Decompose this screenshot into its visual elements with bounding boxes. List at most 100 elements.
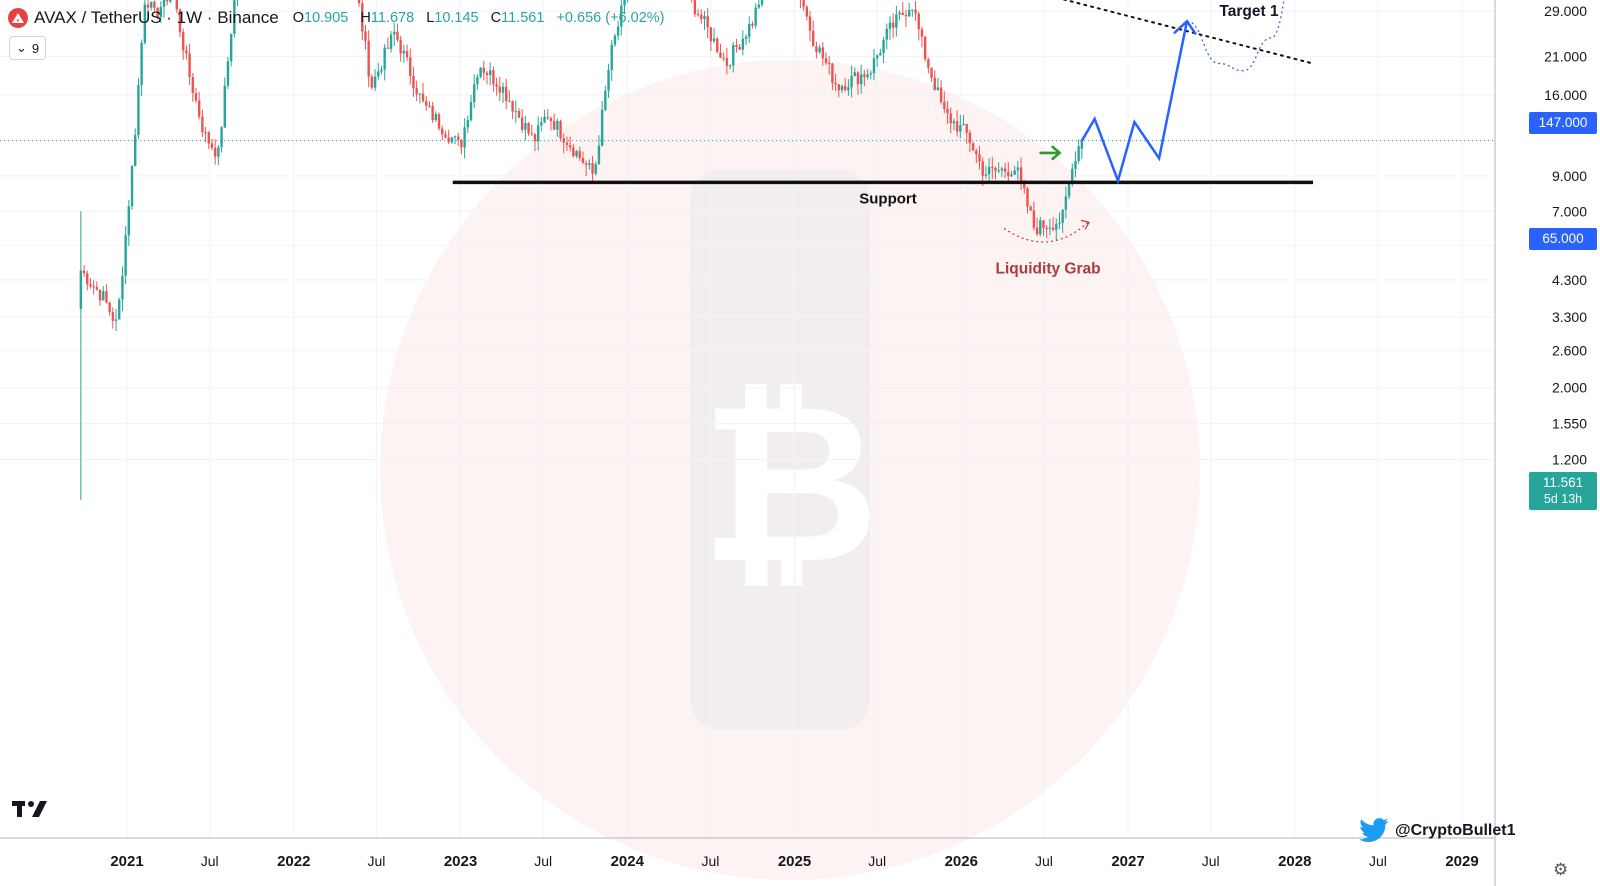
candle-body [166,0,169,2]
open-value: 10.905 [304,10,349,26]
candle-body [207,132,210,144]
candle-body [533,134,537,142]
candle-body [233,0,236,34]
candle-body [616,26,620,36]
candles [79,0,1084,501]
candle-body [204,132,207,134]
candle-body [412,75,415,89]
candle-body [882,39,885,53]
candle-body [949,113,952,124]
tradingview-logo-icon[interactable] [12,798,48,825]
candle-body [377,71,380,77]
candle-body [1048,227,1052,229]
time-tick-label: Jul [868,853,886,869]
candle-body [536,125,540,142]
time-tick-label: 2021 [110,853,143,870]
candle-body [907,10,911,17]
candle-body [754,7,757,26]
candle-body [453,136,457,138]
settings-gear-icon[interactable]: ⚙ [1553,860,1569,879]
candle-body [885,28,888,40]
candle-body [434,114,438,121]
price-axis[interactable]: 260.000200.000110.00085.00049.00037.0002… [1494,0,1587,886]
candle-body [805,6,809,17]
candle-body [98,289,102,301]
time-tick-label: Jul [1369,853,1387,869]
low-value: 10.145 [434,10,479,26]
candle-body [968,132,972,144]
indicator-count: 9 [31,40,40,56]
candle-body [469,102,473,121]
indicators-toggle-button[interactable]: ⌄ 9 [9,36,47,60]
candle-body [530,133,533,135]
candle-body [1042,220,1045,229]
candle-body [441,128,444,135]
time-axis[interactable]: 2021 Jul 2022 Jul 2023 Jul 2024 Jul 2025 Jul 2026 J… [0,837,1495,870]
candle-body [1035,227,1039,235]
time-tick-label: Jul [1035,853,1053,869]
candle-body [102,291,105,301]
liquidity-grab-arc [1003,221,1089,243]
price-tick-label: 7.000 [1552,203,1587,219]
candle-body [981,161,984,176]
price-tick-label: 29.000 [1544,3,1587,19]
drawings: ResistanceSupportMain TargetTarget 2Targ… [0,0,1495,277]
candle-body [984,174,988,176]
author-watermark: @CryptoBullet1 [1358,818,1516,844]
candle-body [514,111,517,113]
candle-body [124,235,127,276]
candle-body [118,299,121,320]
candle-body [562,138,565,143]
candle-body [588,163,591,165]
candle-body [843,85,847,91]
candle-body [898,12,901,15]
candle-body [939,87,943,103]
candle-body [709,27,713,42]
candle-body [92,286,95,288]
candle-body [994,167,997,171]
candle-body [923,36,927,60]
candle-body [520,117,524,130]
candle-body [568,145,572,148]
candle-body [79,270,83,309]
candle-body [700,14,703,19]
candle-body [191,77,194,94]
candle-body [1058,222,1061,224]
candle-body [872,58,876,74]
candle-body [476,76,479,85]
candle-body [402,50,406,54]
candle-body [370,76,374,88]
candle-body [543,117,546,123]
candle-body [111,312,115,321]
candle-body [911,9,914,11]
price-tick-label: 2.600 [1552,343,1587,359]
candle-body [859,74,863,85]
candle-body [364,31,367,41]
candle-body [226,61,230,86]
candle-body [357,0,361,4]
level-box-147: 147.000 [1529,112,1597,134]
candle-body [917,13,920,30]
time-tick-label: Jul [201,853,219,869]
candle-body [600,109,604,146]
candle-body [82,270,86,274]
candle-body [1029,206,1032,211]
candle-body [1016,167,1020,171]
candle-body [437,114,441,129]
candle-body [540,122,543,126]
candle-body [457,136,460,140]
candle-body [722,57,725,59]
candle-body [431,106,434,121]
candle-body [696,14,700,16]
projection-dotted-curve [1186,0,1285,72]
time-tick-label: 2027 [1111,853,1144,870]
candle-body [1003,168,1007,172]
candle-body [853,72,856,76]
candle-body [517,111,521,118]
symbol-title[interactable]: AVAX / TetherUS · 1W · Binance [34,8,279,27]
candle-body [821,47,825,59]
candle-body [389,34,393,49]
candle-body [1067,183,1071,197]
candle-body [501,86,505,93]
